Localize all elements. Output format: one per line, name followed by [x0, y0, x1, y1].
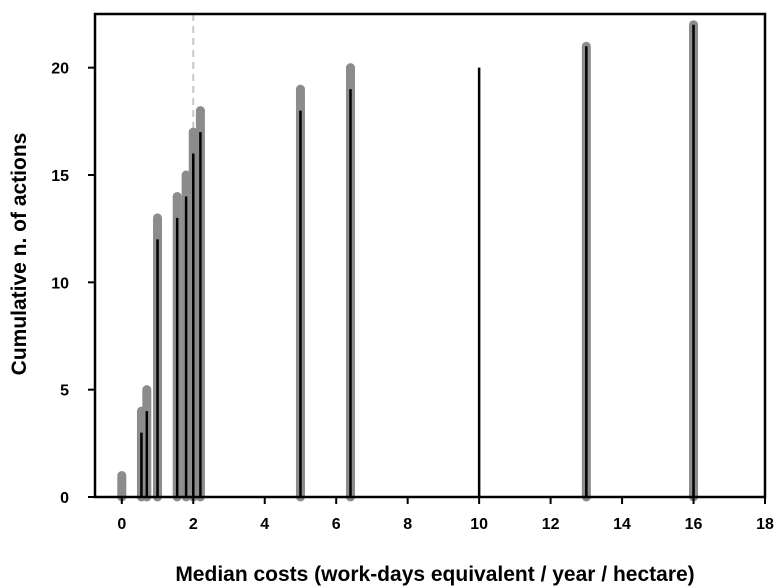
black-series-group — [140, 24, 695, 497]
x-axis-title: Median costs (work-days equivalent / yea… — [175, 563, 694, 586]
x-tick-label-4: 8 — [403, 516, 412, 533]
y-tick-label-2: 10 — [51, 275, 69, 292]
x-tick-label-0: 0 — [117, 516, 126, 533]
plot-frame-group — [93, 12, 767, 499]
x-tick-label-5: 10 — [470, 516, 488, 533]
x-tick-label-8: 16 — [685, 516, 703, 533]
x-tick-label-6: 12 — [542, 516, 560, 533]
x-tick-label-2: 4 — [260, 516, 269, 533]
grey-series-group — [117, 20, 699, 502]
plot-frame — [93, 12, 767, 499]
x-tick-label-7: 14 — [613, 516, 631, 533]
y-tick-label-0: 0 — [60, 490, 69, 507]
x-tick-label-1: 2 — [189, 516, 198, 533]
y-tick-label-1: 5 — [60, 383, 69, 400]
x-axis-ticks: 0 2 4 6 8 10 12 14 16 18 — [117, 497, 774, 533]
y-tick-label-4: 20 — [51, 61, 69, 78]
x-tick-label-9: 18 — [756, 516, 774, 533]
y-tick-label-3: 15 — [51, 168, 69, 185]
x-tick-label-3: 6 — [332, 516, 341, 533]
y-axis-ticks: 0 5 10 15 20 — [51, 61, 95, 507]
y-axis-title: Cumulative n. of actions — [8, 133, 31, 376]
